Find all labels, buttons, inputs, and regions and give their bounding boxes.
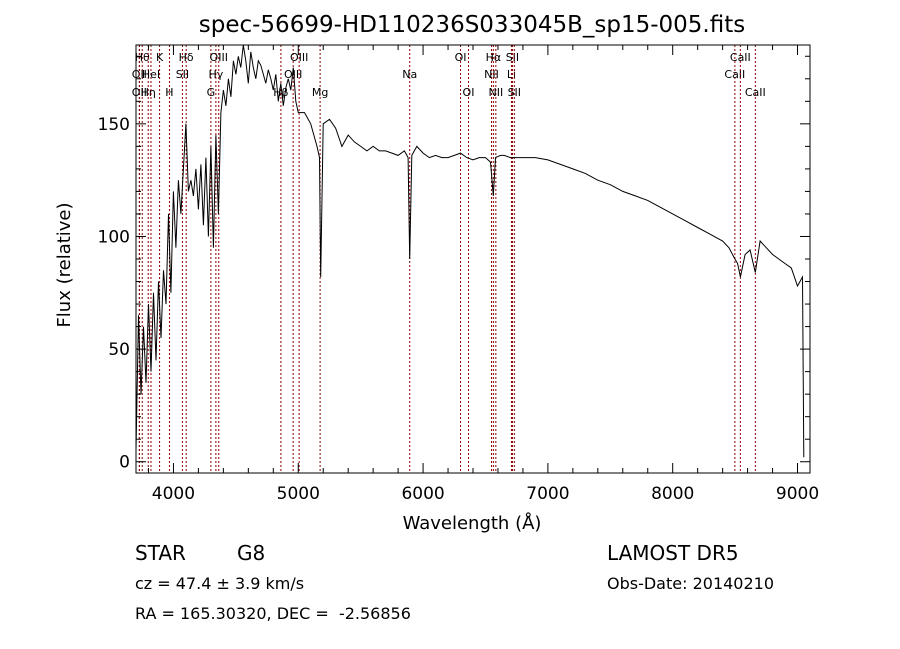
line-marker-label: Li <box>507 68 516 81</box>
x-tick-label: 6000 <box>401 484 444 504</box>
line-marker-label: NII <box>488 86 503 99</box>
line-marker-label: OI <box>455 51 467 64</box>
line-marker-label: Hθ <box>135 51 150 64</box>
y-axis: 0 50 100 150 <box>98 55 810 473</box>
x-tick-label: 7000 <box>526 484 569 504</box>
x-tick-label: 5000 <box>277 484 320 504</box>
redshift-readout: cz = 47.4 ± 3.9 km/s <box>135 574 305 593</box>
x-tick-label: 4000 <box>152 484 195 504</box>
line-marker-label: OIII <box>290 51 308 64</box>
line-marker-label: CaII <box>730 51 751 64</box>
coordinates-readout: RA = 165.30320, DEC = -2.56856 <box>135 604 411 623</box>
y-tick-label: 0 <box>119 453 130 473</box>
line-marker-label: Hγ <box>208 68 223 81</box>
spectral-line-markers: HθOIIOIIHηHeIKHSIIHδGHγOIIIHβOIIIOIIIMgN… <box>132 45 766 473</box>
line-marker-label: Hδ <box>179 51 194 64</box>
line-marker-label: OIII <box>284 68 302 81</box>
line-marker-label: Hα <box>486 51 502 64</box>
line-marker-label: H <box>165 86 173 99</box>
line-marker-label: OIII <box>210 51 228 64</box>
survey-name: LAMOST DR5 <box>607 541 739 565</box>
chart-title: spec-56699-HD110236S033045B_sp15-005.fit… <box>199 12 745 38</box>
line-marker-label: SII <box>176 68 189 81</box>
x-axis-label: Wavelength (Å) <box>403 512 542 534</box>
line-marker-label: Na <box>402 68 417 81</box>
spectrum-line <box>135 44 805 458</box>
line-marker-label: G <box>207 86 216 99</box>
observation-date: Obs-Date: 20140210 <box>607 574 775 593</box>
x-tick-label: 8000 <box>651 484 694 504</box>
x-axis: 4000 5000 6000 7000 8000 9000 <box>147 45 819 504</box>
line-marker-label: CaII <box>724 68 745 81</box>
line-marker-label: HeI <box>142 68 160 81</box>
y-tick-label: 100 <box>98 227 130 247</box>
plot-frame <box>135 44 811 474</box>
object-class: STAR <box>135 541 186 565</box>
x-tick-label: 9000 <box>776 484 819 504</box>
y-axis-label: Flux (relative) <box>54 202 75 327</box>
line-marker-label: SII <box>508 86 521 99</box>
line-marker-label: NII <box>484 68 499 81</box>
line-marker-label: Mg <box>312 86 328 99</box>
y-tick-label: 50 <box>108 340 130 360</box>
y-tick-label: 150 <box>98 115 130 135</box>
spectral-subclass: G8 <box>237 541 266 565</box>
line-marker-label: CaII <box>745 86 766 99</box>
line-marker-label: K <box>156 51 164 64</box>
line-marker-label: Hη <box>141 86 156 99</box>
line-marker-label: SII <box>506 51 519 64</box>
line-marker-label: OI <box>463 86 475 99</box>
